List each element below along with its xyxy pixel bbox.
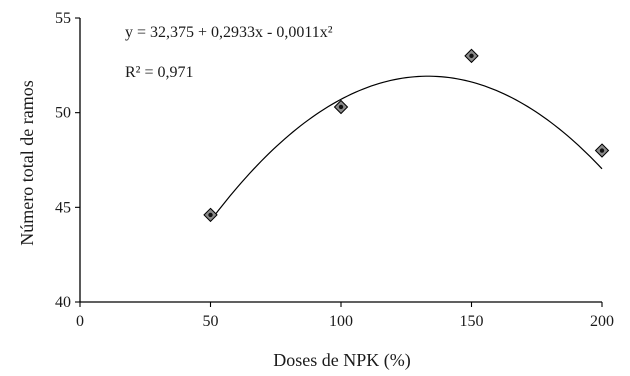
- y-tick-label: 40: [55, 294, 71, 311]
- data-point: [594, 143, 610, 158]
- x-tick-label: 100: [329, 313, 353, 330]
- data-point-center: [338, 104, 344, 110]
- x-tick-label: 50: [203, 313, 219, 330]
- y-axis-label: Número total de ramos: [17, 80, 37, 245]
- x-axis-label: Doses de NPK (%): [273, 350, 410, 371]
- data-point-center: [469, 53, 474, 59]
- data-point: [203, 207, 218, 223]
- data-point: [464, 48, 479, 64]
- r-squared-annotation: R² = 0,971: [125, 64, 194, 81]
- y-tick-label: 55: [55, 10, 71, 27]
- trendline-curve: [210, 75, 603, 222]
- y-tick-label: 50: [55, 105, 71, 122]
- data-point-center: [208, 212, 213, 218]
- data-point-center: [599, 148, 605, 153]
- x-tick-label: 150: [460, 313, 484, 330]
- y-tick-label: 45: [55, 199, 71, 216]
- data-point: [333, 99, 349, 115]
- x-tick-label: 0: [76, 313, 84, 330]
- axes: 0 50 100 150 200 40 45 50 55: [55, 10, 614, 330]
- x-tick-label: 200: [590, 313, 614, 330]
- data-points: [203, 48, 610, 223]
- trendline-layer: [210, 75, 603, 222]
- equation-annotation: y = 32,375 + 0,2933x - 0,0011x²: [125, 24, 333, 41]
